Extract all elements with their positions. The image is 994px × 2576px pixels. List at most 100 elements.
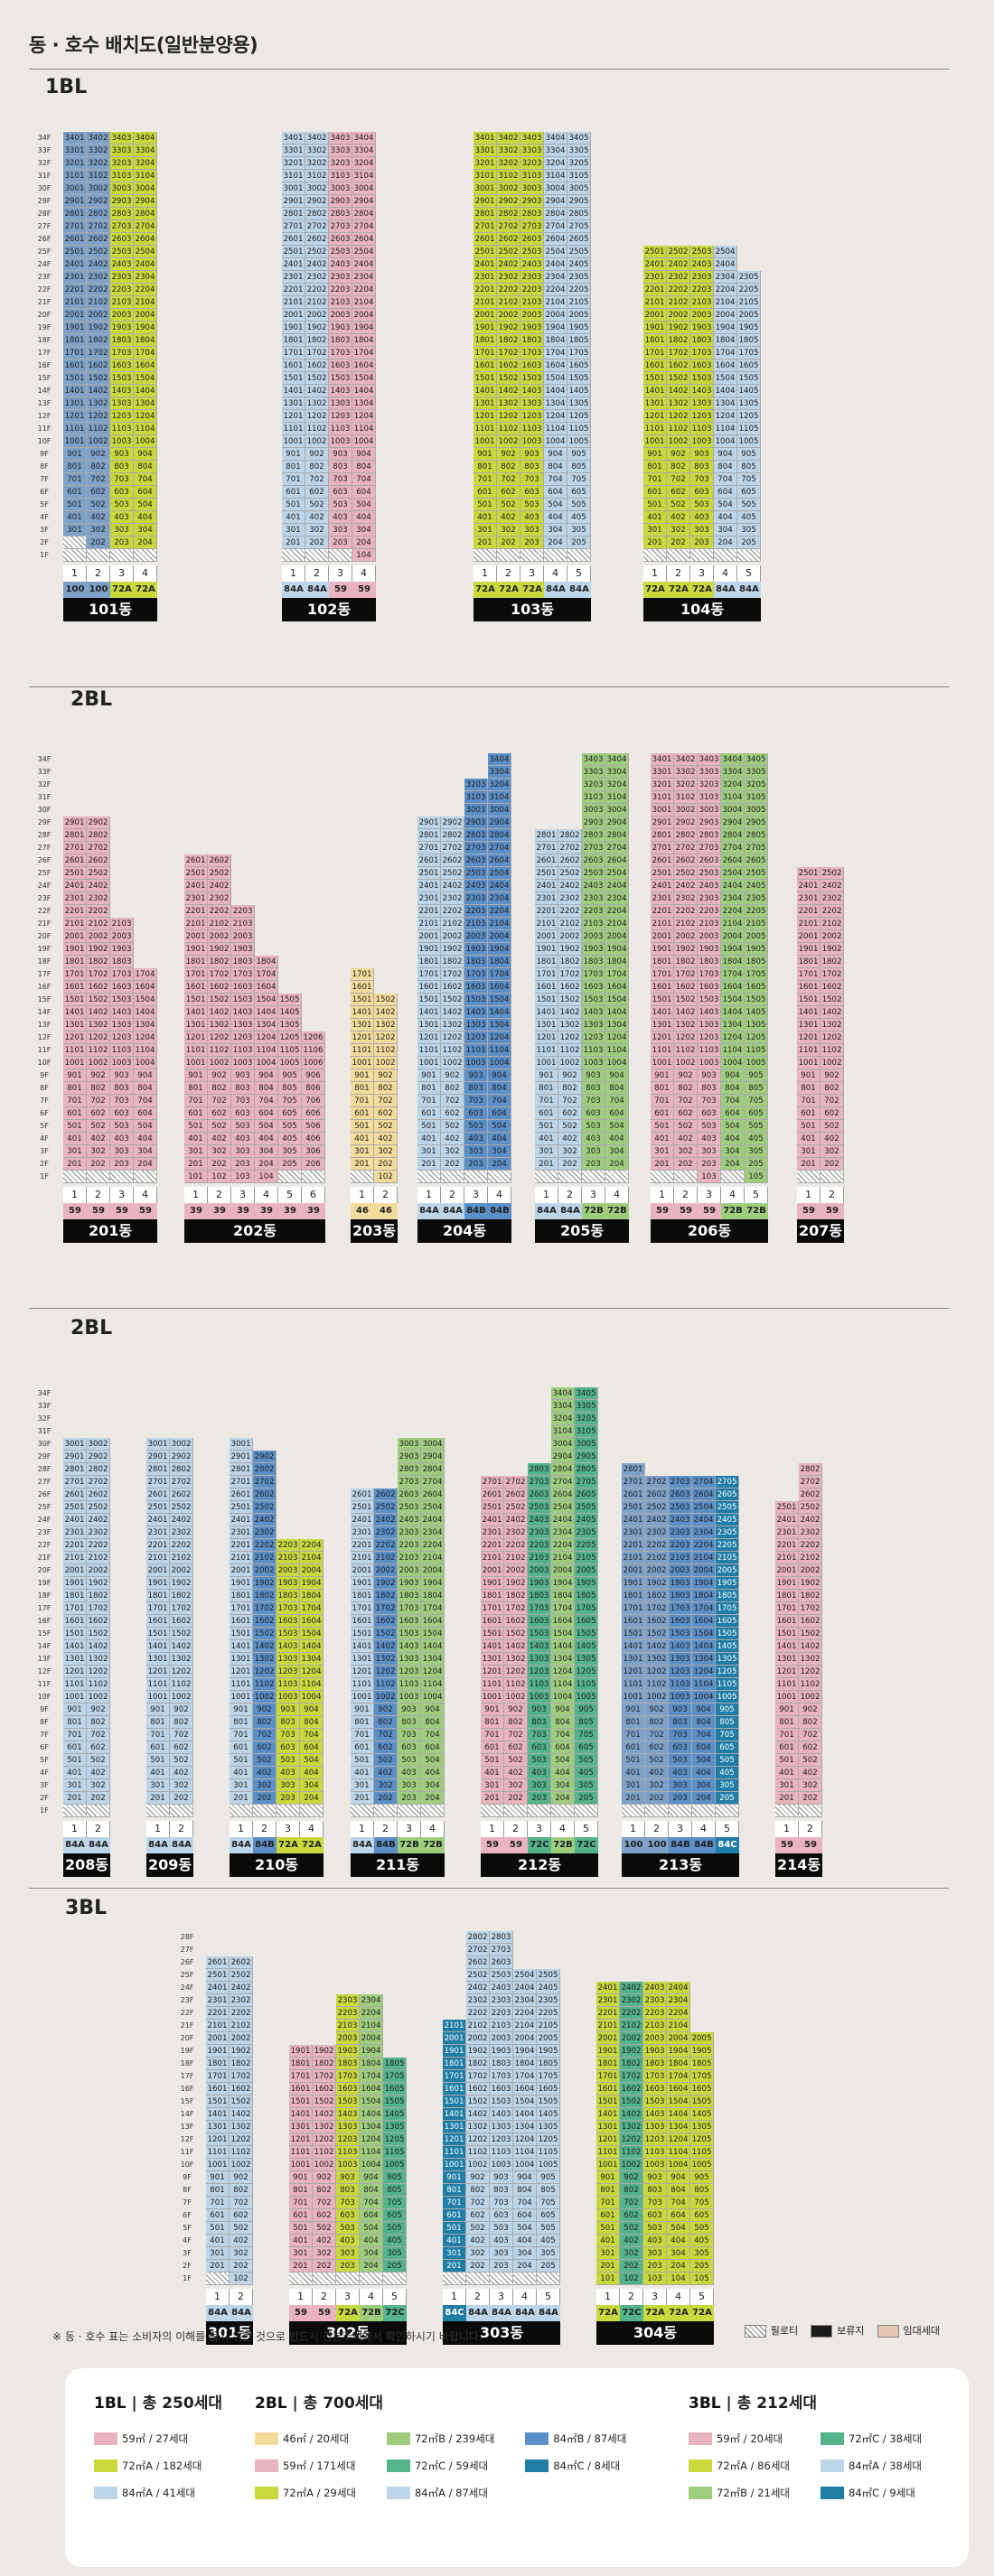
unit-cell: 1802: [821, 956, 844, 968]
unit-cell: 1102: [374, 1044, 398, 1057]
unit-cell: 2205: [716, 1539, 739, 1552]
unit-cell: 3403: [110, 132, 134, 145]
unit-cell: 1203: [464, 1031, 488, 1044]
unit-cell: 1801: [289, 2058, 313, 2070]
unit-cell: 1901: [797, 943, 821, 956]
unit-cell: 1305: [278, 1019, 302, 1031]
unit-cell: 402: [504, 1767, 528, 1779]
unit-cell: 2601: [184, 854, 208, 867]
unit-cell: 2402: [87, 1514, 110, 1526]
unit-cell: 304: [721, 1145, 745, 1158]
line-number: 1: [417, 1187, 441, 1203]
unit-cell: 204: [667, 2260, 690, 2273]
unit-cell: 3104: [721, 791, 745, 804]
unit-cell: 2602: [504, 1489, 528, 1501]
unit-cell: 2002: [253, 1564, 277, 1577]
floor-label: 21F: [37, 919, 52, 928]
unit-cell: 1901: [230, 1577, 253, 1590]
unit-cell: [282, 549, 305, 562]
unit-cell: 2602: [208, 854, 231, 867]
unit-cell: 504: [352, 499, 376, 511]
floor-label: 33F: [37, 146, 52, 154]
unit-cell: 1705: [737, 347, 761, 359]
unit-cell: 301: [184, 1145, 208, 1158]
unit-cell: 803: [110, 461, 134, 473]
unit-cell: 1905: [716, 1577, 739, 1590]
unit-cell: 1604: [488, 981, 511, 994]
unit-cell: [488, 1171, 511, 1183]
type-swatch: [689, 2459, 712, 2472]
unit-cell: 902: [821, 1069, 844, 1082]
line-number: 5: [690, 2289, 714, 2305]
unit-cell: 1403: [669, 1640, 692, 1653]
unit-cell: 2704: [721, 842, 745, 854]
unit-cell: 1103: [698, 1044, 721, 1057]
unit-cell: 2602: [645, 1489, 669, 1501]
unit-cell: 303: [277, 1779, 300, 1792]
unit-cell: 802: [667, 461, 690, 473]
unit-cell: 901: [481, 1703, 504, 1716]
building-name: 104동: [643, 598, 761, 621]
unit-cell: 1202: [305, 410, 329, 423]
unit-cell: 1903: [582, 943, 605, 956]
unit-cell: 1403: [698, 1006, 721, 1019]
unit-cell: 901: [535, 1069, 558, 1082]
unit-cell: 1201: [289, 2133, 313, 2146]
unit-cell: 3303: [329, 145, 352, 157]
unit-cell: 2103: [669, 1552, 692, 1564]
unit-cell: 2204: [300, 1539, 324, 1552]
unit-cell: 1902: [674, 943, 698, 956]
unit-cell: 902: [441, 1069, 464, 1082]
unit-cell: 802: [313, 2184, 336, 2197]
unit-cell: 2901: [63, 1451, 87, 1463]
unit-cell: 404: [300, 1767, 324, 1779]
unit-cell: 1301: [351, 1653, 374, 1666]
unit-cell: 1502: [170, 1628, 193, 1640]
unit-cell: 1601: [481, 1615, 504, 1628]
unit-cell: 1203: [110, 410, 134, 423]
unit-cell: 2002: [466, 2032, 490, 2045]
unit-cell: 204: [692, 1792, 716, 1805]
unit-cell: 302: [466, 2247, 490, 2260]
unit-cell: 2103: [582, 918, 605, 930]
unit-cell: 2602: [497, 233, 520, 246]
unit-cell: 2204: [488, 905, 511, 918]
unit-cell: 2002: [230, 2032, 253, 2045]
unit-cell: [575, 1805, 598, 1817]
unit-cell: 1202: [620, 2133, 643, 2146]
unit-cell: 902: [87, 1703, 110, 1716]
unit-cell: 1504: [714, 372, 737, 385]
unit-cell: 2304: [544, 271, 567, 284]
unit-cell: 1102: [799, 1678, 822, 1691]
unit-type: 84A: [230, 2305, 253, 2321]
unit-cell: 1003: [110, 1057, 134, 1069]
unit-cell: 1704: [360, 2070, 383, 2083]
floor-label: 27F: [37, 1478, 52, 1486]
unit-cell: 204: [544, 537, 567, 549]
unit-cell: 1401: [474, 385, 497, 397]
building-block: 2501 2401 2301 2201 2101 2001 1901 1801 1701 1601…: [797, 867, 844, 1243]
unit-cell: 1802: [313, 2058, 336, 2070]
unit-cell: 303: [698, 1145, 721, 1158]
unit-cell: 1005: [716, 1691, 739, 1703]
unit-cell: 804: [692, 1716, 716, 1729]
unit-cell: 3404: [352, 132, 376, 145]
floor-label: 8F: [40, 1718, 49, 1726]
unit-cell: 1201: [146, 1666, 170, 1678]
floor-label: 16F: [37, 1617, 52, 1625]
unit-cell: 1701: [184, 968, 208, 981]
unit-cell: 705: [716, 1729, 739, 1741]
unit-cell: 3203: [110, 157, 134, 170]
unit-cell: 401: [535, 1133, 558, 1145]
type-swatch: [386, 2487, 410, 2499]
unit-cell: 1601: [651, 981, 674, 994]
type-count-item: 84㎡A / 87세대: [386, 2479, 494, 2506]
type-count-item: 72㎡A / 86세대: [689, 2452, 790, 2479]
unit-cell: 2301: [651, 892, 674, 905]
unit-cell: 1901: [351, 1577, 374, 1590]
unit-cell: 1405: [575, 1640, 598, 1653]
unit-cell: 1001: [797, 1057, 821, 1069]
unit-cell: 2801: [622, 1463, 645, 1476]
unit-cell: 805: [575, 1716, 598, 1729]
unit-cell: [474, 549, 497, 562]
